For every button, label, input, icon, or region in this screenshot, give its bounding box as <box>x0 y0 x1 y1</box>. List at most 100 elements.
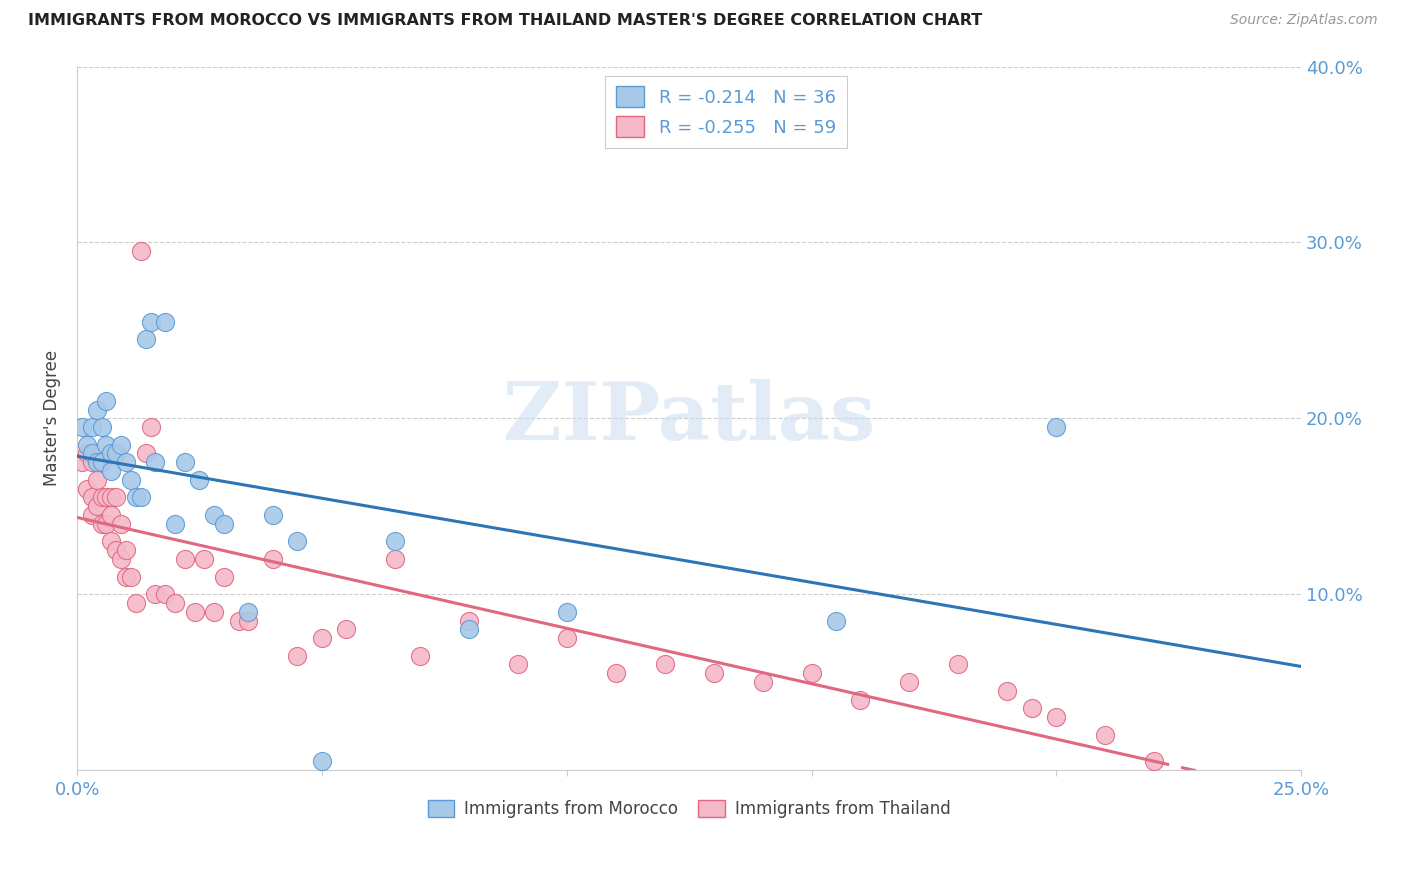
Point <box>1094 728 1116 742</box>
Point <box>173 552 195 566</box>
Point <box>1045 710 1067 724</box>
Point <box>238 614 260 628</box>
Point <box>384 534 406 549</box>
Point <box>995 684 1018 698</box>
Point <box>825 614 848 628</box>
Point <box>555 631 578 645</box>
Point <box>96 393 118 408</box>
Point <box>800 666 823 681</box>
Point <box>110 438 132 452</box>
Legend: Immigrants from Morocco, Immigrants from Thailand: Immigrants from Morocco, Immigrants from… <box>420 794 957 825</box>
Point <box>155 315 177 329</box>
Point <box>605 666 627 681</box>
Point <box>183 605 205 619</box>
Point <box>262 508 284 522</box>
Y-axis label: Master's Degree: Master's Degree <box>44 351 60 486</box>
Point <box>173 455 195 469</box>
Text: Source: ZipAtlas.com: Source: ZipAtlas.com <box>1230 13 1378 28</box>
Point <box>287 648 309 663</box>
Point <box>80 420 103 434</box>
Point <box>129 491 152 505</box>
Point <box>287 534 309 549</box>
Text: ZIPatlas: ZIPatlas <box>503 379 876 458</box>
Point <box>555 605 578 619</box>
Point <box>80 455 103 469</box>
Point <box>86 473 108 487</box>
Point <box>145 455 167 469</box>
Point <box>139 420 162 434</box>
Point <box>849 692 872 706</box>
Point <box>948 657 970 672</box>
Point <box>110 552 132 566</box>
Point <box>100 446 122 460</box>
Point <box>115 455 138 469</box>
Point <box>100 491 122 505</box>
Point <box>115 569 138 583</box>
Point <box>100 534 122 549</box>
Point <box>115 543 138 558</box>
Point <box>654 657 676 672</box>
Point <box>384 552 406 566</box>
Point <box>1021 701 1043 715</box>
Point <box>163 596 186 610</box>
Point <box>1143 754 1166 768</box>
Point <box>100 508 122 522</box>
Point <box>76 438 98 452</box>
Point <box>105 543 128 558</box>
Point <box>105 446 128 460</box>
Point <box>90 455 112 469</box>
Point <box>80 491 103 505</box>
Point <box>90 491 112 505</box>
Point <box>90 420 112 434</box>
Point <box>70 455 93 469</box>
Point <box>212 569 235 583</box>
Point <box>76 482 98 496</box>
Point <box>457 623 479 637</box>
Point <box>335 623 357 637</box>
Point <box>100 464 122 478</box>
Point <box>1045 420 1067 434</box>
Point <box>898 675 921 690</box>
Point <box>105 491 128 505</box>
Point <box>120 473 142 487</box>
Point <box>125 491 148 505</box>
Point <box>76 446 98 460</box>
Point <box>70 420 93 434</box>
Point <box>90 516 112 531</box>
Point <box>202 508 225 522</box>
Point <box>193 552 215 566</box>
Point <box>202 605 225 619</box>
Point <box>311 631 333 645</box>
Point <box>188 473 211 487</box>
Point <box>125 596 148 610</box>
Point <box>90 455 112 469</box>
Point <box>506 657 529 672</box>
Point <box>96 438 118 452</box>
Point <box>238 605 260 619</box>
Text: IMMIGRANTS FROM MOROCCO VS IMMIGRANTS FROM THAILAND MASTER'S DEGREE CORRELATION : IMMIGRANTS FROM MOROCCO VS IMMIGRANTS FR… <box>28 13 983 29</box>
Point <box>163 516 186 531</box>
Point <box>409 648 432 663</box>
Point <box>129 244 152 259</box>
Point <box>311 754 333 768</box>
Point <box>86 402 108 417</box>
Point <box>80 446 103 460</box>
Point <box>96 491 118 505</box>
Point <box>110 516 132 531</box>
Point <box>135 332 157 346</box>
Point <box>262 552 284 566</box>
Point <box>751 675 773 690</box>
Point <box>96 516 118 531</box>
Point <box>703 666 725 681</box>
Point <box>86 500 108 514</box>
Point <box>457 614 479 628</box>
Point <box>120 569 142 583</box>
Point <box>155 587 177 601</box>
Point <box>212 516 235 531</box>
Point <box>80 508 103 522</box>
Point <box>139 315 162 329</box>
Point <box>145 587 167 601</box>
Point <box>86 455 108 469</box>
Point <box>228 614 250 628</box>
Point <box>135 446 157 460</box>
